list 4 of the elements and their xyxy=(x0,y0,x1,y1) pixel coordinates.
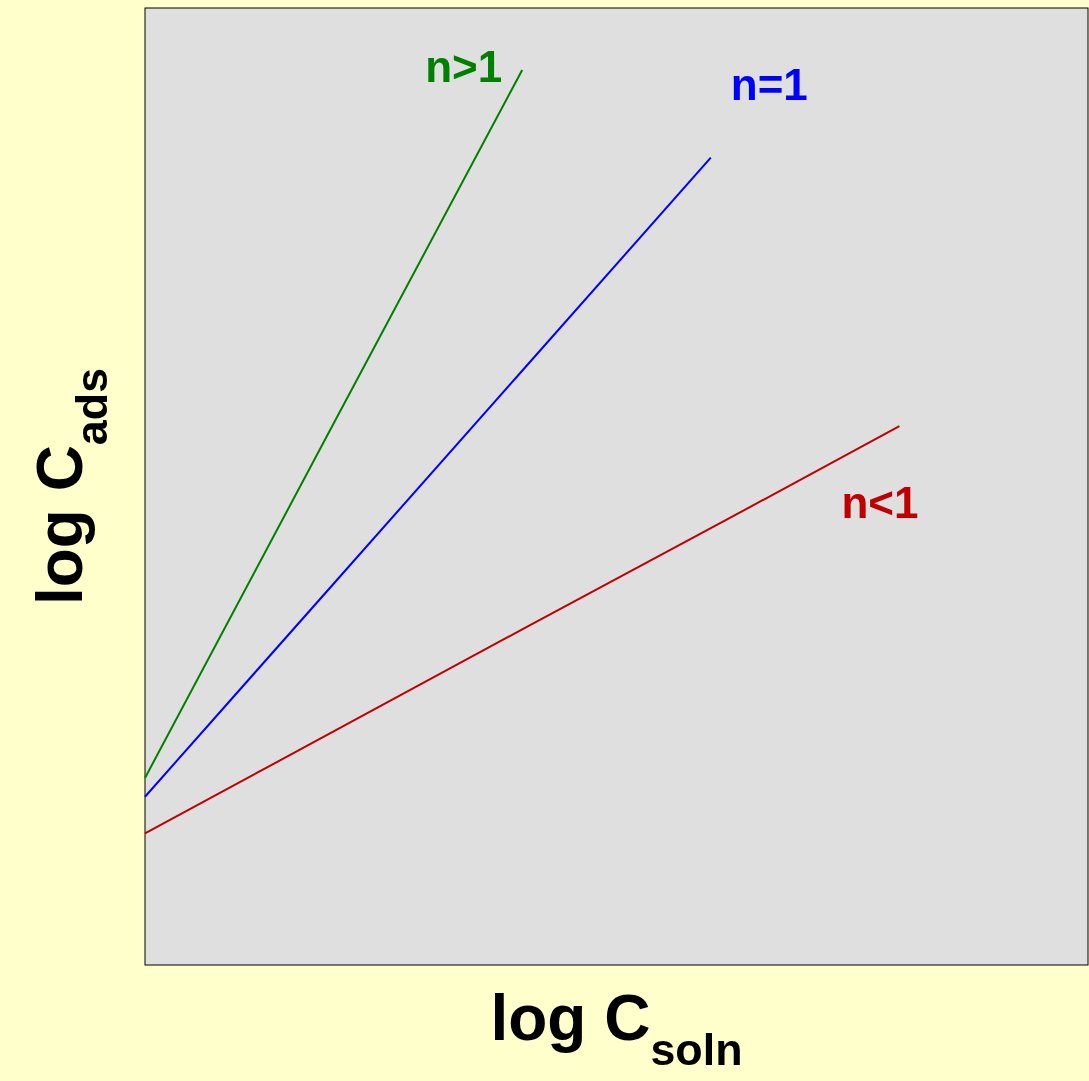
series-label: n=1 xyxy=(730,59,808,109)
series-label: n>1 xyxy=(425,42,503,91)
series-label: n<1 xyxy=(841,478,919,528)
x-axis-title: log C$_{soln}$ xyxy=(490,982,743,1074)
